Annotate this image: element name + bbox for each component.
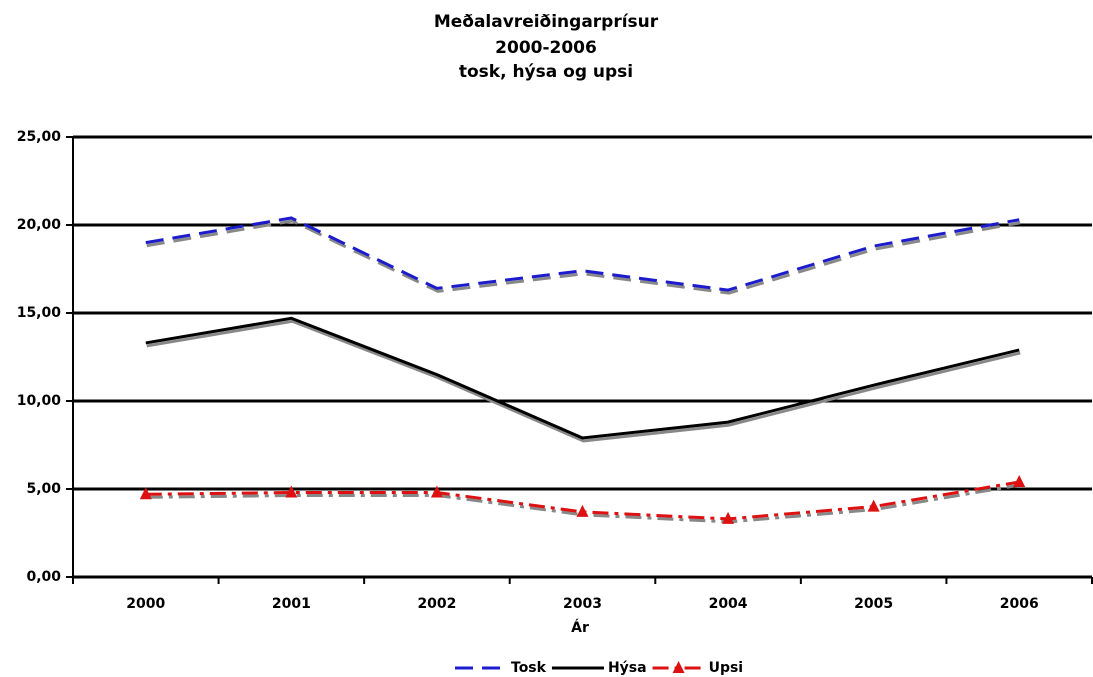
marker (285, 485, 298, 498)
series-line (145, 316, 1020, 440)
x-tick-label: 2004 (709, 596, 748, 612)
x-tick-label: 2005 (854, 596, 893, 612)
line-shadow (146, 319, 1021, 443)
legend-marker (672, 661, 685, 673)
line-shadow (146, 219, 1021, 295)
marker (867, 499, 880, 512)
legend-label: Tosk (511, 660, 547, 676)
x-axis-label: Ár (571, 619, 589, 636)
y-tick-label: 0,00 (26, 569, 61, 585)
chart-title: 2000-2006 (495, 38, 597, 58)
y-tick-label: 5,00 (26, 481, 61, 497)
marker (722, 511, 735, 524)
x-tick-label: 2006 (1000, 596, 1039, 612)
y-tick-label: 10,00 (17, 393, 62, 409)
y-tick-label: 25,00 (17, 129, 62, 145)
marker (1013, 474, 1026, 487)
chart-title: Meðalavreiðingarprísur (434, 12, 659, 32)
marker (430, 485, 443, 498)
chart-title: tosk, hýsa og upsi (459, 62, 633, 82)
x-tick-label: 2001 (272, 596, 311, 612)
series-line (145, 216, 1020, 292)
x-tick-label: 2003 (563, 596, 602, 612)
x-tick-label: 2002 (417, 596, 456, 612)
legend-label: Hýsa (608, 660, 647, 676)
x-tick-label: 2000 (126, 596, 165, 612)
marker (139, 487, 152, 500)
marker (576, 504, 589, 517)
legend-label: Upsi (709, 660, 744, 676)
y-tick-label: 15,00 (17, 305, 62, 321)
y-tick-label: 20,00 (17, 217, 62, 233)
